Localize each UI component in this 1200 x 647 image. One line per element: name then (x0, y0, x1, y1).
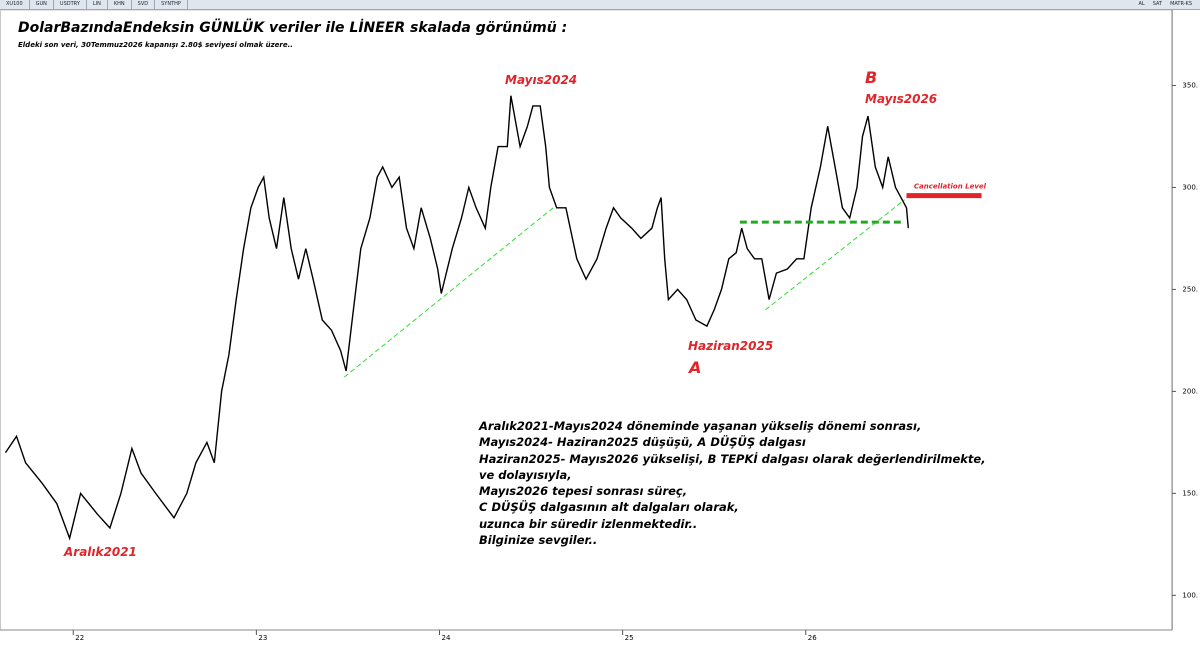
annotation: Mayıs2026 (865, 92, 938, 106)
price-line (4, 95, 909, 541)
commentary-line: uzunca bir süredir izlenmektedir.. (479, 516, 698, 531)
y-tick-label: 200. (1182, 387, 1198, 395)
cancellation-label: Cancellation Level (914, 183, 987, 191)
toolbar-item: SAT (1152, 1, 1163, 7)
toolbar-item: XU100 (0, 0, 30, 9)
annotation: Haziran2025 (688, 339, 774, 353)
annotation: B (865, 68, 878, 87)
x-tick-label: 25 (625, 634, 634, 642)
y-tick-label: 150. (1182, 489, 1198, 497)
trend-line (765, 199, 905, 311)
commentary-line: Mayıs2024- Haziran2025 düşüşü, A DÜŞÜŞ d… (479, 435, 806, 450)
toolbar-item: SYNTHP (155, 0, 188, 9)
toolbar: XU100 GUN USDTRY LIN KHN SVD SYNTHP AL SAT MATR-K… (0, 0, 1200, 10)
toolbar-item: GUN (30, 0, 54, 9)
toolbar-item: MATR-KS (1170, 1, 1192, 7)
toolbar-right: AL SAT MATR-KS (1134, 0, 1196, 9)
annotation: Mayıs2024 (505, 73, 578, 87)
y-tick-label: 250. (1182, 285, 1198, 293)
commentary-line: Haziran2025- Mayıs2026 yükselişi, B TEPK… (479, 451, 986, 466)
toolbar-item: SVD (132, 0, 156, 9)
trend-line (343, 207, 554, 378)
commentary: Aralık2021-Mayıs2024 döneminde yaşanan y… (479, 418, 986, 548)
toolbar-item: USDTRY (54, 0, 87, 9)
x-tick-label: 26 (808, 634, 817, 642)
x-tick-label: 24 (442, 634, 451, 642)
y-tick-label: 300. (1182, 183, 1198, 191)
y-tick-label: 100. (1182, 591, 1198, 599)
x-tick-label: 22 (75, 634, 84, 642)
annotation: Aralık2021 (64, 545, 137, 559)
y-tick-label: 350. (1182, 81, 1198, 89)
commentary-line: ve dolayısıyla, (479, 467, 572, 482)
commentary-line: C DÜŞÜŞ dalgasının alt dalgaları olarak, (479, 500, 739, 515)
annotation: A (689, 358, 702, 377)
toolbar-item: AL (1138, 1, 1145, 7)
commentary-line: Mayıs2026 tepesi sonrası süreç, (479, 484, 688, 499)
commentary-line: Aralık2021-Mayıs2024 döneminde yaşanan y… (479, 419, 922, 433)
x-tick-label: 23 (258, 634, 267, 642)
commentary-line: Bilginize sevgiler.. (479, 533, 598, 548)
chart-subtitle: Eldeki son veri, 30Temmuz2026 kapanışı 2… (18, 41, 293, 49)
toolbar-item: LIN (87, 0, 108, 9)
chart-title: DolarBazındaEndeksin GÜNLÜK veriler ile … (18, 20, 568, 36)
toolbar-item: KHN (108, 0, 132, 9)
